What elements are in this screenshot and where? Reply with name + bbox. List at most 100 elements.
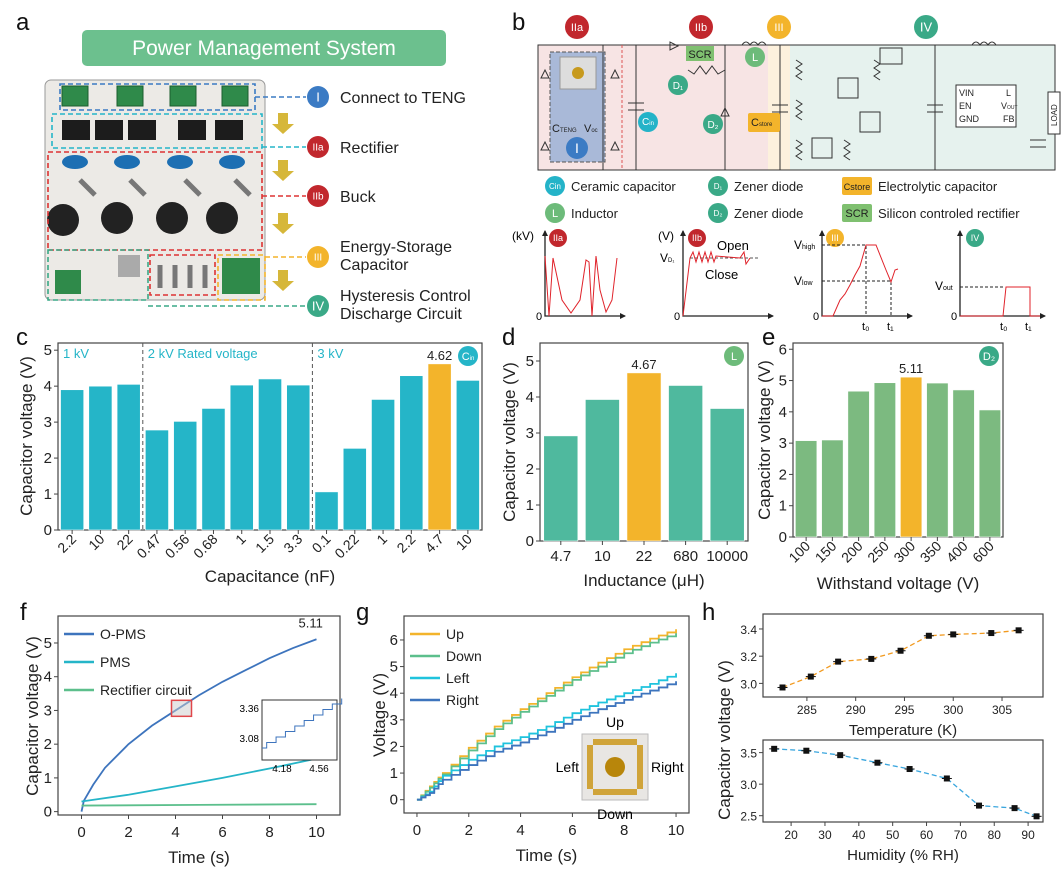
legend-badge-circle bbox=[708, 203, 728, 223]
y-tick-label: 3.4 bbox=[740, 623, 757, 637]
mini-trace-iii bbox=[822, 244, 899, 317]
x-axis-label: Withstand voltage (V) bbox=[817, 574, 980, 593]
x-tick-label: 1 bbox=[373, 531, 390, 548]
x-tick-label: 10 bbox=[668, 822, 685, 839]
x-tick-label: 0.56 bbox=[162, 531, 193, 562]
stage-label-IIb: Buck bbox=[340, 189, 377, 206]
x-tick-label: 4 bbox=[171, 824, 179, 841]
voc-label: Voc bbox=[584, 123, 598, 135]
x-tick-label: 0.22 bbox=[331, 531, 362, 562]
mini-open-label: Open bbox=[717, 238, 749, 253]
stage-label-I: Connect to TENG bbox=[340, 90, 466, 107]
mini-badge-iii-circle bbox=[826, 229, 844, 247]
legend-badge-text: D₂ bbox=[714, 209, 723, 218]
legend-label: Zener diode bbox=[734, 206, 803, 221]
mini-vout: Vout bbox=[935, 279, 953, 293]
x-tick-label: 10 bbox=[594, 548, 611, 565]
stage-badge-I-text: I bbox=[316, 90, 320, 105]
cstore-label: Cstore bbox=[751, 117, 773, 129]
legend-badge bbox=[842, 177, 872, 195]
x-tick-label: 2.2 bbox=[54, 531, 79, 556]
mini-trace-iv bbox=[960, 286, 1040, 317]
chart-d: 0 1 2 3 4 5 Capacitor voltage (V) 4.7 10 22 680 100… bbox=[500, 342, 749, 590]
bar bbox=[543, 435, 579, 542]
x-tick-label: 4.7 bbox=[550, 548, 571, 565]
y-axis-label: Capacitor voltage (V) bbox=[23, 636, 42, 796]
circuit-stage-IV-text: IV bbox=[920, 20, 933, 35]
bar bbox=[978, 409, 1001, 538]
y-axis-label: Capacitor voltage (V) bbox=[17, 356, 36, 516]
legend-label: PMS bbox=[100, 654, 130, 670]
mini-t1: t₁ bbox=[1025, 321, 1032, 333]
panel-label-a: a bbox=[16, 9, 30, 36]
x-tick-label: 60 bbox=[920, 828, 934, 842]
bar bbox=[116, 384, 141, 531]
inset-x-tick: 4.56 bbox=[309, 764, 329, 775]
x-axis-label: Humidity (% RH) bbox=[847, 847, 959, 864]
stage-badge-IIb-circle bbox=[307, 185, 329, 207]
y-tick-label: 3.2 bbox=[740, 650, 757, 664]
y-tick-label: 3 bbox=[44, 702, 52, 719]
corner-badge bbox=[724, 346, 744, 366]
x-tick-label: 6 bbox=[218, 824, 226, 841]
plot-frame bbox=[762, 739, 1044, 823]
circuit-stage-IIa-text: IIa bbox=[571, 22, 584, 34]
mini-zero: 0 bbox=[951, 311, 957, 323]
group-label: 2 kV Rated voltage bbox=[148, 346, 258, 361]
y-tick-label: 1 bbox=[390, 765, 398, 782]
d2-label: D₂ bbox=[707, 120, 718, 131]
x-tick-label: 30 bbox=[818, 828, 832, 842]
x-axis-label: Time (s) bbox=[516, 846, 578, 865]
y-tick-label: 3 bbox=[779, 435, 787, 452]
trend-line bbox=[774, 748, 1037, 817]
y-axis-label: Capacitor voltage (V) bbox=[715, 660, 734, 820]
data-point bbox=[943, 775, 950, 782]
y-tick-label: 1 bbox=[44, 770, 52, 787]
panel-a: Power Management System bbox=[44, 30, 471, 323]
bar bbox=[342, 448, 367, 531]
x-tick-label: 1.5 bbox=[252, 531, 277, 556]
scr-label: SCR bbox=[688, 49, 711, 61]
x-tick-label: 290 bbox=[846, 703, 866, 717]
y-tick-label: 5 bbox=[390, 659, 398, 676]
x-tick-label: 0.1 bbox=[309, 531, 334, 556]
stage-connectors bbox=[148, 96, 306, 307]
y-tick-label: 4 bbox=[526, 389, 534, 406]
y-tick-label: 2 bbox=[526, 461, 534, 478]
panel-b-circuit: VIN EN GND L VOUT FB LOAD CTENG Voc I SC… bbox=[512, 15, 1061, 333]
chart-h1: 3.0 3.2 3.4 Capacitor voltage (V) 285 290 295 3… bbox=[715, 613, 1044, 820]
y-tick-label: 0 bbox=[44, 804, 52, 821]
y-tick-label: 5 bbox=[44, 342, 52, 359]
x-tick-label: 8 bbox=[265, 824, 273, 841]
group-label: 1 kV bbox=[63, 346, 89, 361]
data-point bbox=[950, 631, 957, 638]
mini-arrow-right bbox=[620, 313, 626, 319]
bar bbox=[455, 380, 480, 531]
pcb-photo bbox=[44, 79, 266, 301]
chart-e: 0 1 2 3 4 5 6 Capacitor voltage (V) 100150200250… bbox=[755, 341, 1004, 593]
panel-label-d: d bbox=[502, 324, 515, 351]
y-axis-label: Capacitor voltage (V) bbox=[500, 362, 519, 522]
plot-frame bbox=[403, 615, 690, 814]
stage-badges: IIa IIb III IV bbox=[565, 15, 938, 39]
flow-arrows bbox=[272, 113, 294, 291]
bar bbox=[399, 375, 424, 531]
corner-badge-text: D₂ bbox=[983, 351, 995, 363]
stage-badge-IIa-text: IIa bbox=[312, 143, 324, 154]
x-tick-label: 0.68 bbox=[190, 531, 221, 562]
legend-label: Inductor bbox=[571, 206, 619, 221]
mini-badge-iia-text: IIa bbox=[553, 233, 563, 243]
y-tick-label: 3.0 bbox=[740, 778, 757, 792]
data-point bbox=[1011, 805, 1018, 812]
bar bbox=[314, 491, 339, 531]
bar bbox=[229, 384, 254, 531]
data-point bbox=[837, 752, 844, 759]
bar bbox=[371, 399, 395, 531]
series-line-rectifier-circuit bbox=[81, 803, 317, 807]
stage-badge-III-circle bbox=[307, 246, 329, 268]
mini-t0: t₀ bbox=[862, 321, 870, 333]
inset-label-left: Left bbox=[556, 759, 579, 775]
x-tick-label: 22 bbox=[636, 548, 653, 565]
bar bbox=[626, 372, 662, 542]
panel-label-g: g bbox=[356, 599, 369, 626]
